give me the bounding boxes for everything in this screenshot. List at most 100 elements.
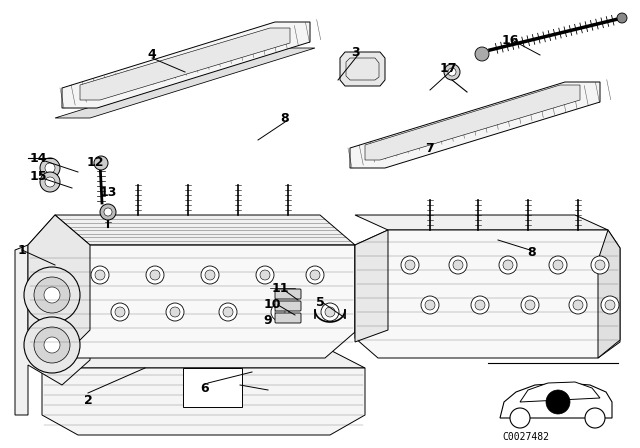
Circle shape <box>549 256 567 274</box>
Circle shape <box>585 408 605 428</box>
Circle shape <box>569 296 587 314</box>
Polygon shape <box>15 215 90 415</box>
Circle shape <box>503 260 513 270</box>
Circle shape <box>94 156 108 170</box>
Circle shape <box>425 300 435 310</box>
Circle shape <box>24 317 80 373</box>
Text: 12: 12 <box>86 155 104 168</box>
Circle shape <box>201 266 219 284</box>
Circle shape <box>146 266 164 284</box>
Circle shape <box>510 408 530 428</box>
Circle shape <box>546 390 570 414</box>
Circle shape <box>401 256 419 274</box>
Circle shape <box>321 303 339 321</box>
Polygon shape <box>28 215 90 358</box>
Circle shape <box>310 270 320 280</box>
Text: 8: 8 <box>281 112 289 125</box>
Circle shape <box>471 296 489 314</box>
Circle shape <box>271 303 289 321</box>
Circle shape <box>325 307 335 317</box>
Circle shape <box>45 163 55 173</box>
Circle shape <box>205 270 215 280</box>
Polygon shape <box>62 22 310 108</box>
Circle shape <box>34 327 70 363</box>
Text: 3: 3 <box>351 46 359 59</box>
Text: 16: 16 <box>501 34 518 47</box>
FancyBboxPatch shape <box>275 313 301 323</box>
Text: 10: 10 <box>263 298 281 311</box>
Polygon shape <box>340 52 385 86</box>
Circle shape <box>166 303 184 321</box>
Polygon shape <box>55 215 355 245</box>
Text: 15: 15 <box>29 169 47 182</box>
FancyBboxPatch shape <box>275 289 301 299</box>
Polygon shape <box>598 230 620 358</box>
Text: 11: 11 <box>271 281 289 294</box>
Circle shape <box>605 300 615 310</box>
Polygon shape <box>355 230 620 358</box>
Circle shape <box>95 270 105 280</box>
Circle shape <box>44 287 60 303</box>
Polygon shape <box>500 383 612 418</box>
Circle shape <box>115 307 125 317</box>
Text: C0027482: C0027482 <box>502 432 549 442</box>
Circle shape <box>601 296 619 314</box>
Text: 13: 13 <box>99 186 116 199</box>
Text: 17: 17 <box>439 61 457 74</box>
Circle shape <box>260 270 270 280</box>
Text: 9: 9 <box>264 314 272 327</box>
Circle shape <box>475 300 485 310</box>
Circle shape <box>111 303 129 321</box>
Circle shape <box>91 266 109 284</box>
Circle shape <box>104 208 112 216</box>
Circle shape <box>553 260 563 270</box>
Polygon shape <box>55 48 315 118</box>
Polygon shape <box>355 215 608 230</box>
Circle shape <box>40 172 60 192</box>
Circle shape <box>405 260 415 270</box>
Circle shape <box>595 260 605 270</box>
Polygon shape <box>365 85 580 160</box>
Text: 2: 2 <box>84 393 92 406</box>
Circle shape <box>521 296 539 314</box>
Circle shape <box>449 256 467 274</box>
Circle shape <box>453 260 463 270</box>
Polygon shape <box>28 245 355 358</box>
Circle shape <box>34 277 70 313</box>
Polygon shape <box>42 350 365 368</box>
Text: 6: 6 <box>201 382 209 395</box>
Circle shape <box>44 337 60 353</box>
Circle shape <box>275 307 285 317</box>
FancyBboxPatch shape <box>275 301 301 311</box>
Text: 1: 1 <box>18 244 26 257</box>
Circle shape <box>421 296 439 314</box>
Circle shape <box>525 300 535 310</box>
Circle shape <box>444 64 460 80</box>
Circle shape <box>45 177 55 187</box>
Circle shape <box>219 303 237 321</box>
Circle shape <box>499 256 517 274</box>
Text: 8: 8 <box>528 246 536 258</box>
Circle shape <box>24 267 80 323</box>
Polygon shape <box>42 368 365 435</box>
Circle shape <box>100 204 116 220</box>
Circle shape <box>448 68 456 76</box>
Circle shape <box>475 47 489 61</box>
Circle shape <box>306 266 324 284</box>
Circle shape <box>223 307 233 317</box>
Polygon shape <box>80 28 290 100</box>
Circle shape <box>617 13 627 23</box>
Circle shape <box>573 300 583 310</box>
Circle shape <box>150 270 160 280</box>
Text: 4: 4 <box>148 48 156 61</box>
Circle shape <box>256 266 274 284</box>
Circle shape <box>170 307 180 317</box>
Circle shape <box>591 256 609 274</box>
FancyBboxPatch shape <box>183 368 242 407</box>
Text: 14: 14 <box>29 151 47 164</box>
Polygon shape <box>350 82 600 168</box>
Text: 7: 7 <box>426 142 435 155</box>
Polygon shape <box>520 382 600 402</box>
Text: 5: 5 <box>316 296 324 309</box>
Polygon shape <box>355 230 388 342</box>
